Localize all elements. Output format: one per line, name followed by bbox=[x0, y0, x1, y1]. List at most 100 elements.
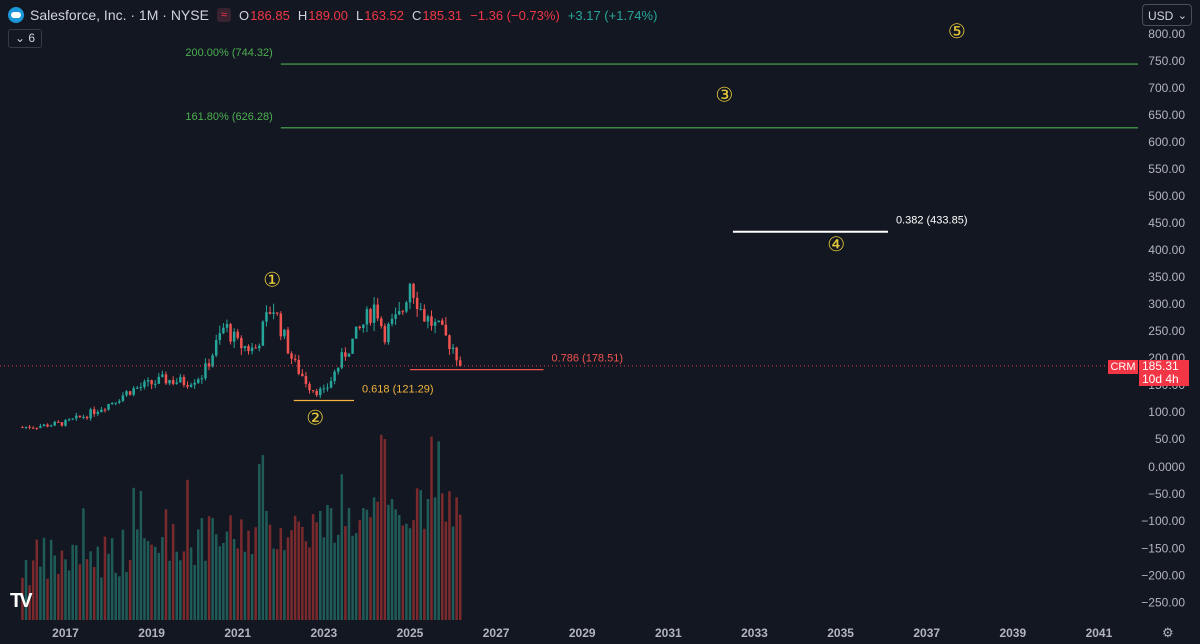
volume-bar bbox=[354, 533, 358, 620]
salesforce-logo-icon bbox=[8, 7, 24, 23]
candle-body bbox=[372, 304, 376, 323]
volume-bar bbox=[401, 525, 405, 620]
settings-gear-icon[interactable]: ⚙ bbox=[1162, 625, 1174, 640]
indicators-toggle[interactable]: ⌄ 6 bbox=[8, 29, 43, 48]
candle-body bbox=[189, 384, 193, 387]
volume-bar bbox=[232, 539, 236, 620]
volume-bar bbox=[53, 555, 56, 620]
candle-body bbox=[293, 358, 297, 360]
candle-body bbox=[171, 380, 175, 384]
tradingview-logo-icon[interactable]: TV bbox=[10, 590, 32, 612]
volume-bar bbox=[71, 544, 74, 620]
volume-bar bbox=[146, 541, 150, 620]
volume-bar bbox=[347, 508, 351, 620]
currency-select[interactable]: USD ⌄ bbox=[1142, 4, 1192, 26]
volume-bar bbox=[204, 560, 207, 620]
candle-body bbox=[157, 376, 161, 384]
volume-bar bbox=[365, 509, 369, 620]
volume-bar bbox=[75, 545, 78, 620]
volume-bar bbox=[46, 578, 49, 620]
volume-bar bbox=[103, 536, 107, 620]
last-price-tag: 185.31 10d 4h bbox=[1139, 360, 1189, 386]
volume-bar bbox=[28, 585, 31, 620]
candle-body bbox=[103, 409, 107, 411]
bar-countdown: 10d 4h bbox=[1142, 372, 1179, 386]
candle-body bbox=[365, 309, 369, 325]
candle-body bbox=[200, 378, 204, 380]
price-tick-label: 700.00 bbox=[1148, 81, 1185, 95]
currency-value: USD bbox=[1148, 9, 1174, 23]
candle-body bbox=[322, 388, 326, 390]
close-label: C bbox=[412, 7, 422, 23]
volume-tick-label: −250.00 bbox=[1141, 596, 1185, 610]
fib-level-label: 161.80% (626.28) bbox=[185, 111, 272, 123]
volume-tick-label: 0.0000 bbox=[1148, 460, 1185, 474]
volume-bar bbox=[114, 572, 117, 620]
volume-bar bbox=[301, 526, 304, 620]
candle-body bbox=[336, 367, 340, 372]
volume-bar bbox=[383, 439, 387, 620]
volume-bar bbox=[433, 497, 437, 620]
volume-bar bbox=[214, 534, 218, 620]
candle-body bbox=[182, 376, 186, 385]
candle-body bbox=[297, 359, 300, 374]
candle-body bbox=[430, 316, 433, 326]
price-tick-label: 450.00 bbox=[1148, 216, 1185, 230]
candle-body bbox=[369, 309, 372, 323]
candle-body bbox=[128, 391, 132, 395]
volume-bar bbox=[419, 490, 423, 620]
volume-bar bbox=[458, 514, 462, 620]
volume-bar bbox=[254, 527, 257, 620]
volume-bar bbox=[243, 551, 247, 620]
price-tick-label: 550.00 bbox=[1148, 162, 1185, 176]
volume-bar bbox=[275, 549, 279, 620]
time-tick-label: 2021 bbox=[224, 626, 251, 640]
volume-bar bbox=[376, 501, 379, 620]
wave-badge-icon[interactable]: ≈ bbox=[216, 8, 231, 22]
volume-bar bbox=[136, 529, 139, 620]
price-tick-label: 400.00 bbox=[1148, 243, 1185, 257]
volume-bar bbox=[193, 565, 196, 620]
candle-body bbox=[408, 283, 412, 303]
candle-body bbox=[258, 345, 261, 349]
volume-bar bbox=[164, 509, 168, 620]
volume-bar bbox=[290, 530, 293, 620]
volume-tick-label: −50.00 bbox=[1148, 487, 1185, 501]
candle-body bbox=[225, 324, 229, 328]
volume-bar bbox=[85, 559, 89, 620]
volume-bar bbox=[182, 551, 186, 620]
volume-bar bbox=[189, 547, 193, 620]
candle-body bbox=[351, 338, 354, 354]
candle-body bbox=[240, 337, 243, 349]
volume-bar bbox=[408, 528, 412, 620]
volume-bar bbox=[200, 518, 204, 620]
symbol-title[interactable]: Salesforce, Inc. · 1M · NYSE bbox=[30, 7, 209, 23]
symbol-price-tag: CRM bbox=[1108, 360, 1138, 374]
wave-label: ③ bbox=[715, 82, 733, 106]
candle-body bbox=[211, 355, 214, 367]
candle-body bbox=[458, 360, 462, 366]
candle-body bbox=[85, 416, 89, 419]
high-value: 189.00 bbox=[308, 7, 348, 23]
candle-body bbox=[71, 418, 74, 420]
candle-body bbox=[42, 424, 46, 427]
candle-body bbox=[243, 346, 247, 349]
volume-bar bbox=[175, 551, 178, 620]
volume-bar bbox=[455, 497, 458, 620]
candle-body bbox=[110, 402, 114, 404]
candle-body bbox=[319, 388, 322, 396]
volume-bar bbox=[372, 497, 376, 620]
volume-bar bbox=[110, 538, 114, 620]
candle-body bbox=[340, 352, 344, 368]
volume-bar bbox=[186, 479, 189, 620]
volume-bar bbox=[143, 538, 146, 620]
volume-bar bbox=[64, 559, 67, 620]
candle-body bbox=[401, 311, 405, 313]
candle-body bbox=[143, 381, 146, 388]
volume-bar bbox=[261, 455, 265, 620]
fib-level-label: 0.786 (178.51) bbox=[551, 353, 623, 365]
candle-body bbox=[265, 312, 268, 322]
candle-body bbox=[136, 387, 139, 389]
candle-body bbox=[146, 380, 150, 382]
